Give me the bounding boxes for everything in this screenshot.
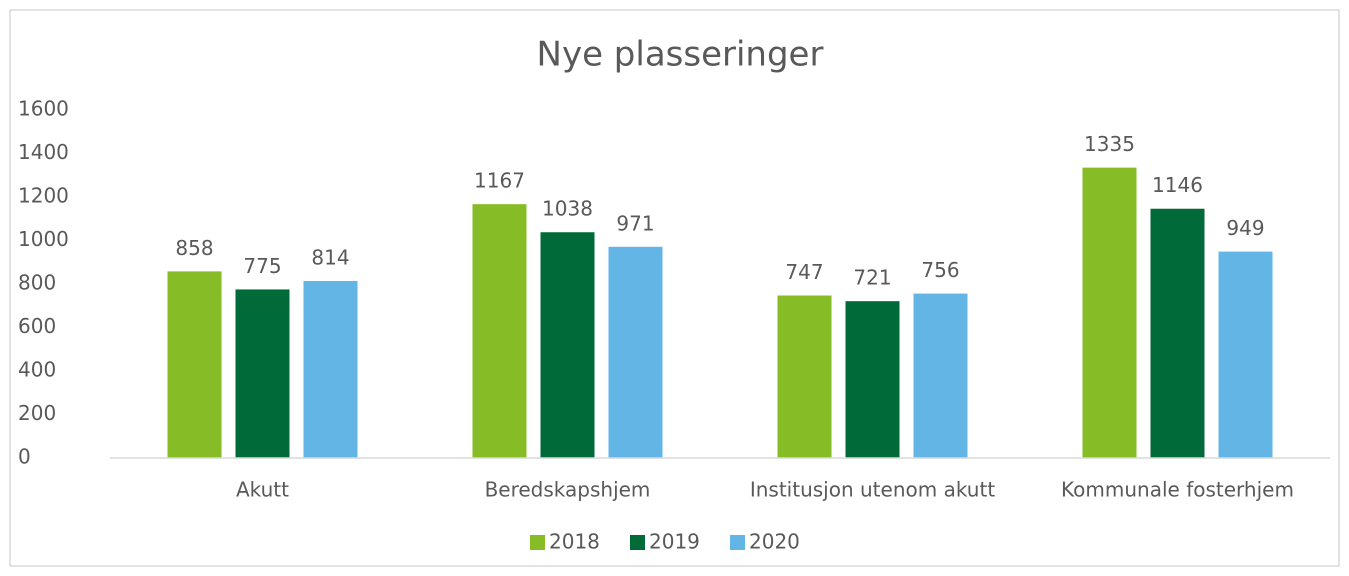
y-tick-label: 600 [18,314,56,338]
bar [608,246,663,458]
data-label: 756 [921,258,959,282]
y-tick-label: 1600 [18,97,69,121]
y-tick-label: 0 [18,445,31,469]
y-tick-label: 1200 [18,184,69,208]
data-label: 1335 [1084,132,1135,156]
bar [1218,251,1273,458]
data-label: 1167 [474,169,525,193]
y-tick-label: 800 [18,271,56,295]
data-label: 747 [785,260,823,284]
bar [845,301,900,458]
bar [303,280,358,458]
legend-label: 2020 [749,530,800,554]
legend-swatch [530,535,545,550]
y-tick-label: 1000 [18,227,69,251]
bar [540,232,595,458]
bar [472,204,527,458]
y-tick-label: 1400 [18,140,69,164]
x-tick-label: Kommunale fosterhjem [1061,478,1294,502]
chart-title: Nye plasseringer [537,35,824,75]
data-label: 814 [311,245,349,269]
data-label: 1038 [542,197,593,221]
y-tick-label: 200 [18,401,56,425]
legend-label: 2019 [649,530,700,554]
data-label: 775 [243,254,281,278]
bar [777,295,832,458]
legend-swatch [630,535,645,550]
legend-swatch [730,535,745,550]
bar [167,271,222,458]
data-label: 721 [853,266,891,290]
data-label: 858 [175,236,213,260]
x-tick-label: Institusjon utenom akutt [750,478,995,502]
legend-label: 2018 [549,530,600,554]
x-tick-label: Beredskapshjem [485,478,651,502]
x-tick-label: Akutt [236,478,289,502]
data-label: 1146 [1152,173,1203,197]
bar [1082,167,1137,458]
data-label: 949 [1226,216,1264,240]
bar [235,289,290,458]
data-label: 971 [616,211,654,235]
bar [913,293,968,458]
y-tick-label: 400 [18,358,56,382]
bar [1150,208,1205,458]
